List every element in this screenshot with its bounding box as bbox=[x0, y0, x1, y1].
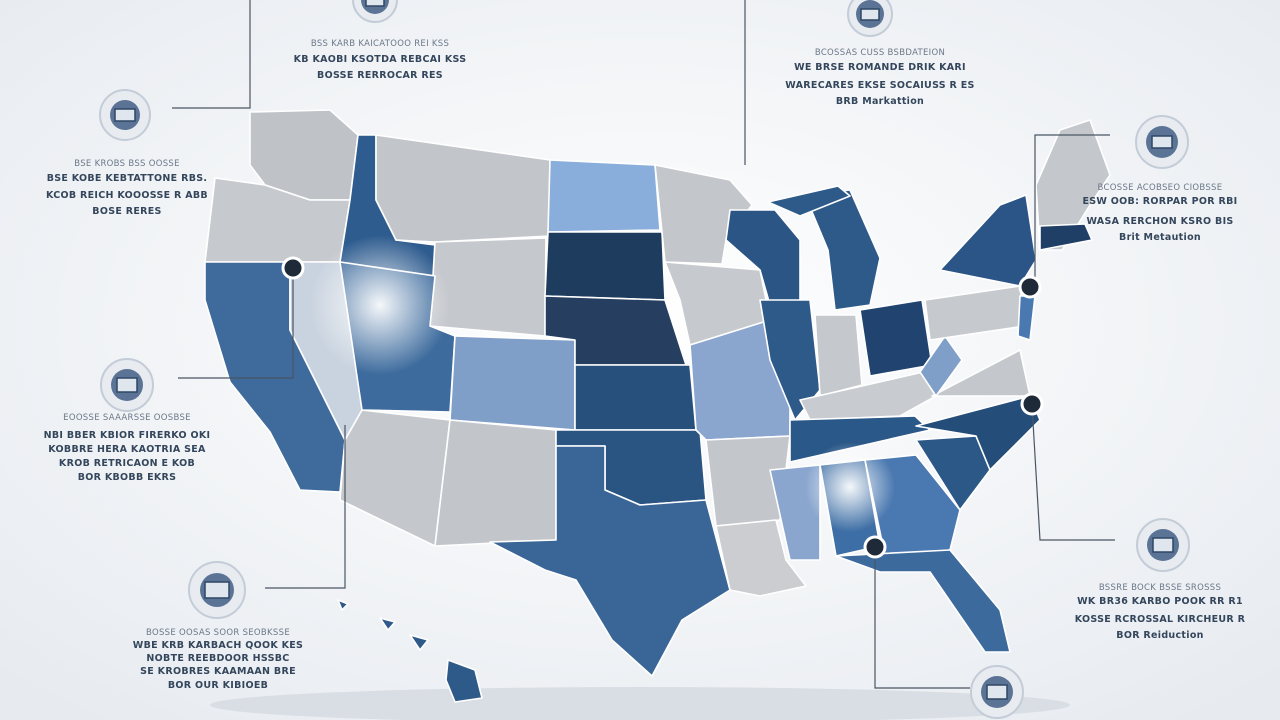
leader-line bbox=[265, 425, 346, 589]
callout: BSSRE BOCK BSSE SROSSS WK BR36 KARBO POO… bbox=[1075, 583, 1246, 641]
callout-text: BOR OUR KIBIOEB bbox=[168, 680, 268, 691]
new-york bbox=[939, 194, 1037, 287]
icon bbox=[970, 665, 1024, 719]
leader-line bbox=[874, 548, 970, 689]
indiana bbox=[814, 314, 863, 397]
new-mexico bbox=[434, 419, 557, 547]
pin bbox=[281, 256, 305, 280]
callout: BOSSE OOSAS SOOR SEOBKSSE WBE KRB KARBAC… bbox=[133, 628, 303, 691]
highlight bbox=[310, 235, 450, 375]
callout-text: BOSSE OOSAS SOOR SEOBKSSE bbox=[146, 628, 290, 638]
icon bbox=[99, 89, 151, 141]
callout: BSE KROBS BSS OOSSE BSE KOBE KEBTATTONE … bbox=[46, 159, 208, 217]
hawaii-island bbox=[337, 599, 349, 611]
callout-text: BRB Markattion bbox=[836, 96, 924, 107]
north-dakota bbox=[547, 159, 661, 233]
callout-text: NBI BBER KBIOR FIRERKO OKI bbox=[44, 430, 211, 441]
callout-text: BOR KBOBB EKRS bbox=[78, 472, 177, 483]
callout: BCOSSE ACOBSEO CIOBSSE ESW OOB: RORPAR P… bbox=[1082, 183, 1237, 243]
callout-text: BOR Reiduction bbox=[1116, 630, 1203, 641]
callout-text: SE KROBRES KAAMAAN BRE bbox=[140, 666, 296, 677]
callout: BCOSSAS CUSS BSBDATEION WE BRSE ROMANDE … bbox=[785, 48, 974, 107]
pins bbox=[281, 256, 1044, 559]
callout: EOOSSE SAAARSSE OOSBSE NBI BBER KBIOR FI… bbox=[44, 413, 211, 483]
callout-text: WASA RERCHON KSRO BIS bbox=[1086, 216, 1233, 227]
callout-text: BSE KROBS BSS OOSSE bbox=[74, 159, 180, 169]
callout-text: WE BRSE ROMANDE DRIK KARI bbox=[794, 62, 966, 73]
icon bbox=[1136, 518, 1190, 572]
north-carolina bbox=[915, 395, 1041, 471]
callout-text: BCOSSAS CUSS BSBDATEION bbox=[815, 48, 945, 58]
pin bbox=[863, 535, 887, 559]
icon bbox=[352, 0, 398, 23]
west-virginia bbox=[919, 335, 963, 397]
arkansas bbox=[705, 435, 791, 527]
pin bbox=[1020, 392, 1044, 416]
leader-line bbox=[1034, 134, 1110, 280]
louisiana bbox=[715, 519, 807, 597]
callout-text: KCOB REICH KOOOSSE R ABB bbox=[46, 190, 208, 201]
callout-text: BSS KARB KAICATOOO REI KSS bbox=[311, 39, 449, 49]
hawaii-island bbox=[379, 617, 396, 631]
virginia bbox=[931, 349, 1031, 397]
florida bbox=[835, 549, 1011, 653]
callout: BSS KARB KAICATOOO REI KSS KB KAOBI KSOT… bbox=[294, 39, 467, 81]
kansas bbox=[574, 364, 697, 431]
ohio bbox=[859, 299, 933, 377]
massachusetts bbox=[1039, 223, 1093, 251]
callout-text: BOSSE RERROCAR RES bbox=[317, 70, 443, 81]
michigan bbox=[804, 189, 881, 311]
leader-lines bbox=[172, 0, 1115, 689]
hawaii-island bbox=[409, 634, 429, 651]
callout-text: WK BR36 KARBO POOK RR R1 bbox=[1077, 596, 1243, 607]
icons bbox=[99, 0, 1190, 719]
callout-text: BSE KOBE KEBTATTONE RBS. bbox=[47, 173, 208, 184]
icon bbox=[1135, 115, 1189, 169]
texas bbox=[489, 445, 731, 677]
callout-text: KROB RETRICAON E KOB bbox=[59, 458, 195, 469]
michigan-upper bbox=[767, 185, 851, 217]
leader-line bbox=[1031, 404, 1115, 541]
colorado bbox=[449, 335, 576, 431]
callout-text: NOBTE REEBDOOR HSSBC bbox=[146, 653, 289, 664]
callout-text: BOSE RERES bbox=[92, 206, 161, 217]
callout-text: WBE KRB KARBACH QOOK KES bbox=[133, 640, 303, 651]
callout-text: ESW OOB: RORPAR POR RBI bbox=[1082, 196, 1237, 207]
callout-text: BSSRE BOCK BSSE SROSSS bbox=[1099, 583, 1221, 593]
callout-text: KOSSE RCROSSAL KIRCHEUR R bbox=[1075, 614, 1246, 625]
pin bbox=[1018, 275, 1042, 299]
callout-text: WARECARES EKSE SOCAIUSS R ES bbox=[785, 80, 974, 91]
icon bbox=[100, 358, 154, 412]
south-dakota bbox=[544, 231, 666, 301]
callout-text: EOOSSE SAAARSSE OOSBSE bbox=[63, 413, 191, 423]
shadow bbox=[210, 687, 1070, 720]
hawaii-island bbox=[445, 659, 483, 703]
leader-line bbox=[172, 0, 251, 109]
callout-text: Brit Metaution bbox=[1119, 232, 1201, 243]
minnesota bbox=[654, 164, 753, 265]
icon bbox=[188, 561, 246, 619]
arizona bbox=[339, 409, 451, 547]
icon bbox=[847, 0, 893, 37]
leader-line bbox=[178, 268, 294, 379]
highlight bbox=[805, 442, 895, 532]
callout-text: KB KAOBI KSOTDA REBCAI KSS bbox=[294, 54, 467, 65]
callout-text: KOBBRE HERA KAOTRIA SEA bbox=[48, 444, 206, 455]
callout-text: BCOSSE ACOBSEO CIOBSSE bbox=[1098, 183, 1223, 193]
